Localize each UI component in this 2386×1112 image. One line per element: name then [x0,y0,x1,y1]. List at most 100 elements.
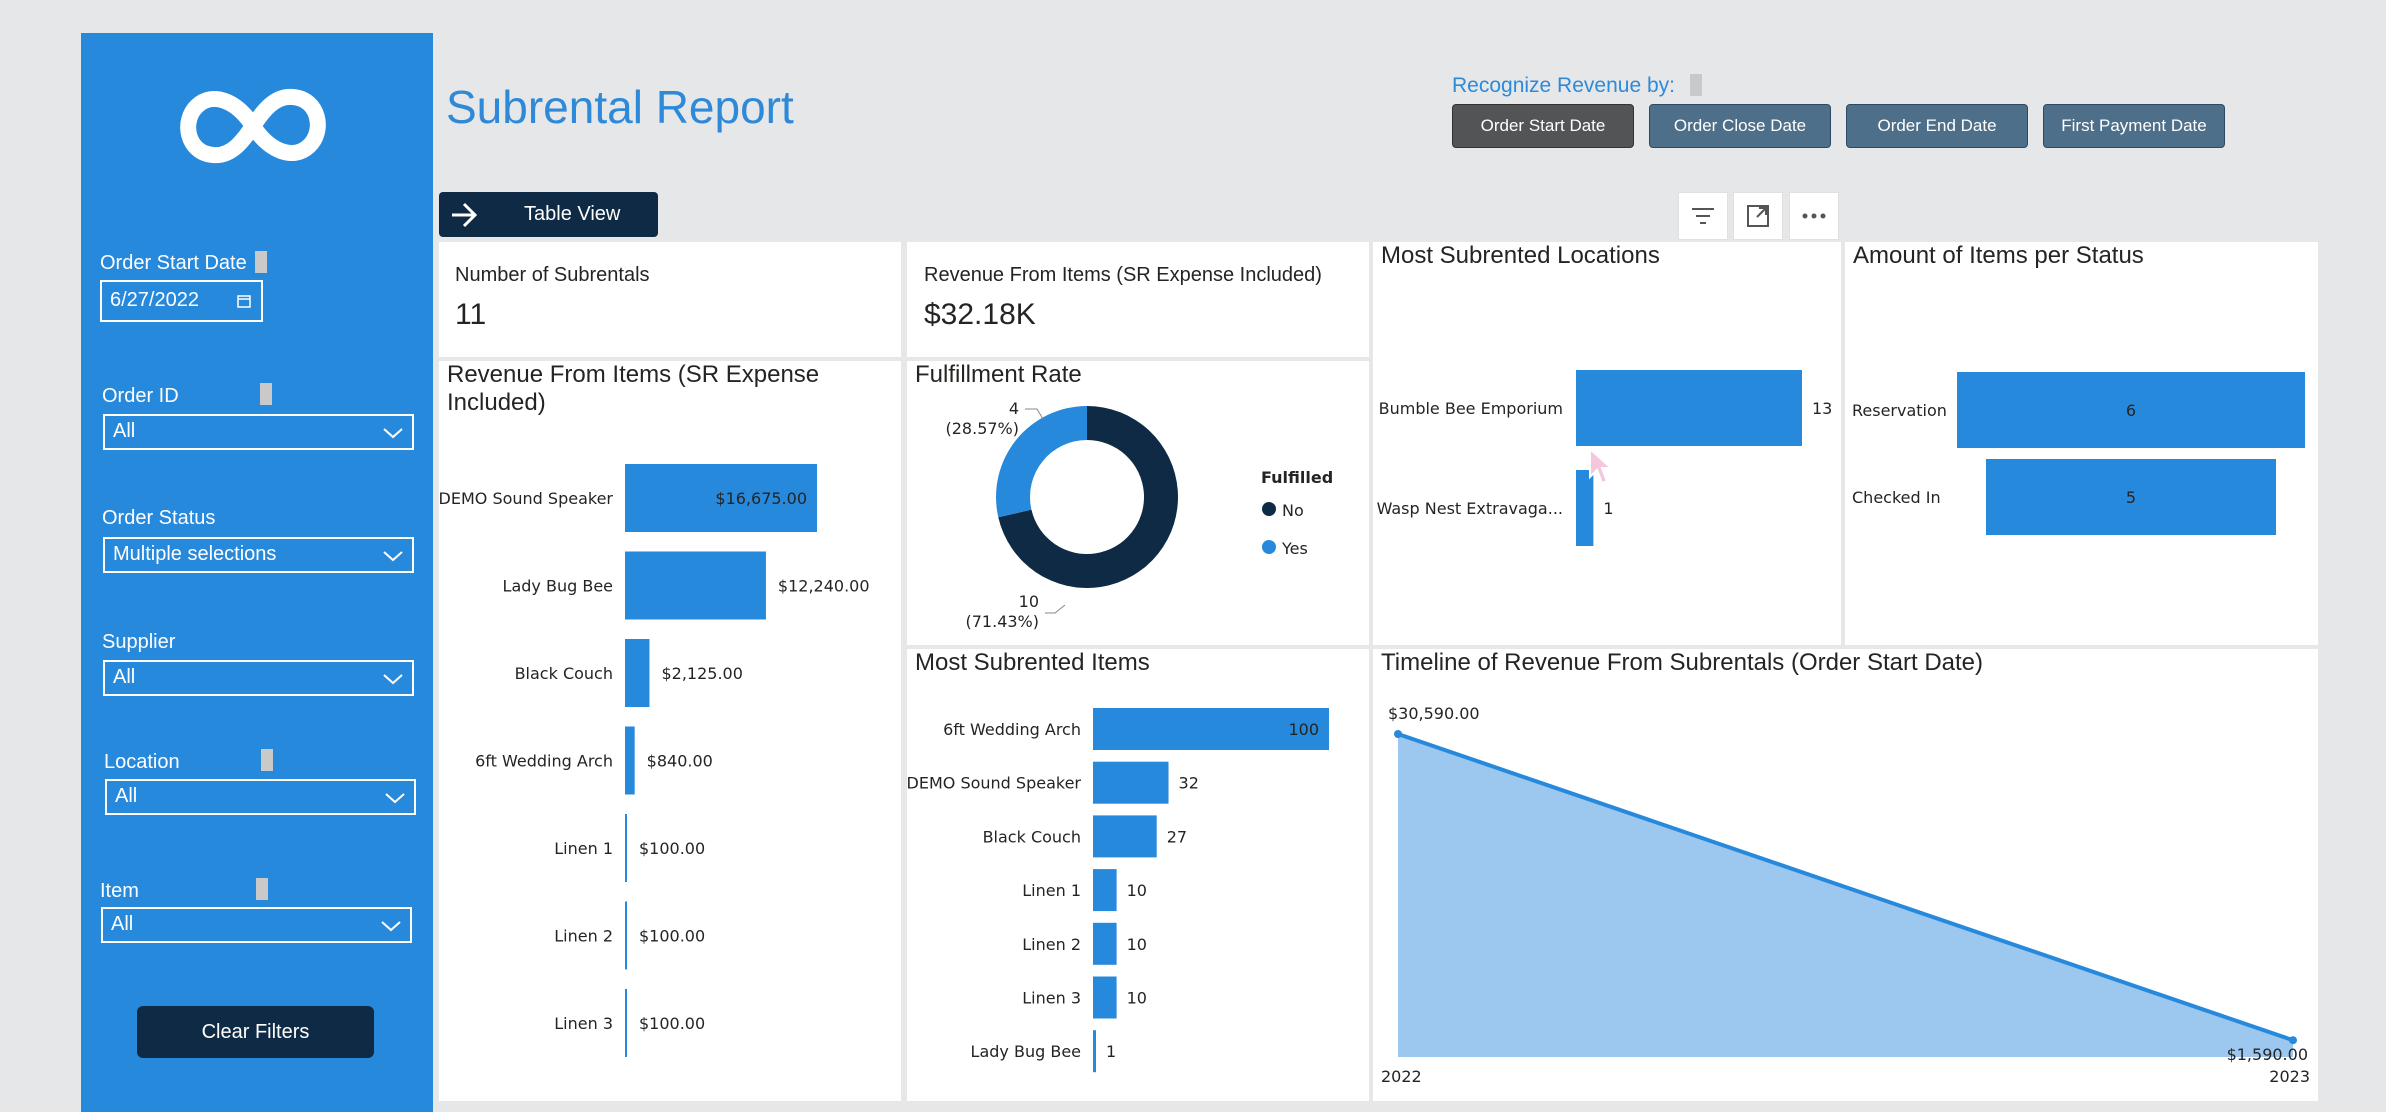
first-payment-date-button[interactable]: First Payment Date [2043,104,2225,148]
data-label: 32 [1179,774,1199,793]
card-label: Revenue From Items (SR Expense Included) [924,264,1322,286]
bar [1986,459,2276,535]
legend-title: Fulfilled [1261,468,1333,487]
data-label: (71.43%) [966,612,1040,631]
bar [1093,815,1157,858]
bar [1576,470,1594,546]
chevron-down-icon [383,428,403,439]
item-label: Item [100,880,139,902]
panel-title: Most Subrented Locations [1381,242,1660,269]
calendar-icon[interactable] [237,294,251,308]
data-label: 10 [1127,989,1147,1008]
panel-title: Amount of Items per Status [1853,242,2144,269]
location-dropdown[interactable]: All [105,779,416,815]
timeline-chart: $30,590.00 $1,590.00 2022 2023 [1381,704,2310,1086]
order-start-date-label: Order Start Date [100,252,247,274]
items-chart: 6ft Wedding Arch 100 DEMO Sound Speaker 32 B… [907,708,1329,1073]
order-status-value: Multiple selections [113,543,277,565]
category-label: Linen 3 [1022,989,1081,1008]
donut-slice [996,406,1087,518]
more-icon [1802,213,1826,219]
recognize-revenue-label: Recognize Revenue by: [1452,74,1675,97]
revenue-items-chart: DEMO Sound Speaker $16,675.00 Lady Bug Bee… [439,464,870,1057]
data-label: 4 [1009,399,1019,418]
category-label: Linen 3 [554,1014,613,1033]
legend-label: Yes [1281,539,1308,558]
filter-sidebar: Order Start Date 6/27/2022 Order ID All … [81,33,433,1112]
data-label: 1 [1603,499,1613,518]
location-label: Location [104,751,180,773]
order-start-date-button[interactable]: Order Start Date [1452,104,1634,148]
area-fill [1398,734,2293,1057]
bar [625,989,627,1057]
order-start-date-value: 6/27/2022 [110,289,199,311]
arrow-right-icon [452,202,478,228]
data-label: (28.57%) [946,419,1020,438]
order-status-dropdown[interactable]: Multiple selections [103,537,414,573]
slicer-marker [1690,74,1702,96]
chevron-down-icon [383,674,403,685]
order-close-date-button[interactable]: Order Close Date [1649,104,1831,148]
bar [1093,976,1117,1019]
category-label: 6ft Wedding Arch [943,720,1081,739]
more-options-tool[interactable] [1789,192,1839,240]
order-start-date-input[interactable]: 6/27/2022 [100,280,263,322]
timeline-panel: Timeline of Revenue From Subrentals (Ord… [1373,649,2318,1101]
bar [1093,761,1169,804]
slicer-marker [261,749,273,771]
infinity-logo-icon [180,88,326,164]
supplier-value: All [113,666,136,688]
revenue-items-panel: Revenue From Items (SR Expense Included)… [439,361,901,1101]
bar [1576,370,1802,446]
category-label: 6ft Wedding Arch [475,752,613,771]
card-value: $32.18K [924,298,1036,331]
chevron-down-icon [385,793,405,804]
clear-filters-button[interactable]: Clear Filters [137,1006,374,1058]
category-label: Black Couch [983,827,1081,846]
category-label: Black Couch [515,664,613,683]
page-title: Subrental Report [446,81,794,133]
order-id-dropdown[interactable]: All [103,414,414,450]
item-dropdown[interactable]: All [101,907,412,943]
panel-title-line1: Revenue From Items (SR Expense [447,361,820,388]
table-view-button[interactable]: Table View [439,192,658,237]
order-end-date-button[interactable]: Order End Date [1846,104,2028,148]
series-line [1397,732,2294,1043]
location-value: All [115,785,138,807]
data-label: 6 [2126,401,2136,420]
category-label: Lady Bug Bee [971,1042,1081,1061]
data-point [2289,1036,2297,1045]
filter-icon [1692,208,1714,224]
bar [1093,1030,1096,1073]
panel-title: Fulfillment Rate [915,361,1082,388]
bar [625,639,650,707]
focus-mode-tool[interactable] [1733,192,1783,240]
panel-title-line2: Included) [447,389,546,416]
legend-label: No [1282,501,1304,520]
slicer-marker [255,251,267,273]
revenue-card: Revenue From Items (SR Expense Included)… [907,242,1369,357]
x-tick-label: 2022 [1381,1067,1422,1086]
x-tick-label: 2023 [2269,1067,2310,1086]
data-label: 10 [1019,592,1039,611]
expand-icon [1747,205,1769,227]
table-view-label: Table View [524,203,621,225]
bar [1093,708,1329,750]
supplier-dropdown[interactable]: All [103,660,414,696]
category-label: DEMO Sound Speaker [907,774,1081,793]
data-label: $2,125.00 [661,664,742,683]
bar [1957,372,2305,448]
item-value: All [111,913,134,935]
legend-marker [1262,540,1276,554]
data-label: 100 [1288,720,1319,739]
data-label: 1 [1106,1042,1116,1061]
filter-tool[interactable] [1678,192,1728,240]
bar [625,551,766,620]
category-label: Checked In [1852,488,1941,507]
data-label: $100.00 [639,1014,705,1033]
status-panel: Amount of Items per Status Reservation 6 C… [1845,242,2318,645]
status-chart: Reservation 6 Checked In 5 [1852,372,2305,535]
mouse-cursor-icon [1589,447,1614,485]
subrentals-card: Number of Subrentals 11 [439,242,901,357]
data-label: 5 [2126,488,2136,507]
